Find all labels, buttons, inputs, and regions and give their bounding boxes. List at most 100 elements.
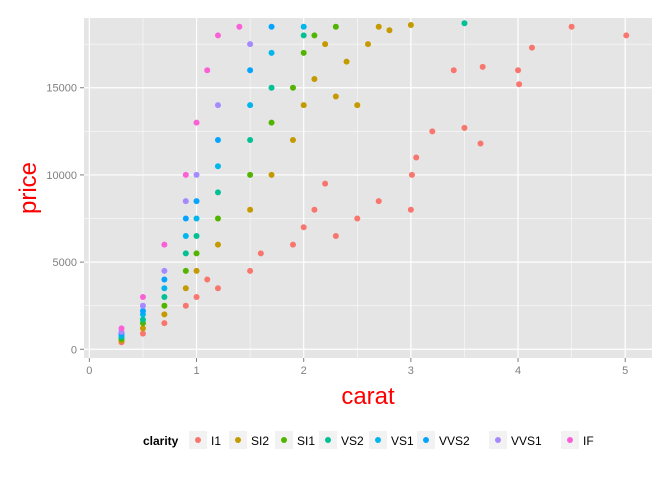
data-point-i1 (354, 215, 361, 222)
data-point-i1 (479, 63, 486, 70)
legend-label-si1: SI1 (297, 434, 315, 448)
data-point-vs2 (268, 84, 275, 91)
data-point-vs1 (268, 49, 275, 56)
data-point-si1 (161, 302, 168, 309)
data-point-si2 (407, 21, 414, 28)
data-point-i1 (247, 267, 254, 274)
legend-swatch-si2 (235, 437, 241, 443)
data-point-i1 (161, 320, 168, 327)
data-point-if (118, 325, 125, 332)
x-tick-label: 4 (515, 365, 521, 377)
data-point-si1 (247, 171, 254, 178)
data-point-si1 (311, 32, 318, 39)
legend: clarity I1 SI2 SI1 VS2 VS1 VVS2 VVS1 IF (143, 431, 594, 449)
data-point-si2 (161, 311, 168, 318)
legend-title: clarity (143, 434, 179, 448)
data-point-i1 (515, 67, 522, 74)
data-point-vvs2 (193, 198, 200, 205)
data-point-si1 (332, 23, 339, 30)
legend-swatch-si1 (281, 437, 287, 443)
data-point-i1 (300, 224, 307, 231)
data-point-vvs1 (139, 302, 146, 309)
data-point-vs2 (461, 20, 468, 27)
x-tick-label: 3 (408, 365, 414, 377)
data-point-si2 (332, 93, 339, 100)
data-point-vvs1 (182, 198, 189, 205)
data-point-vs1 (247, 102, 254, 109)
data-point-si2 (343, 58, 350, 65)
data-point-vs1 (214, 163, 221, 170)
data-point-i1 (407, 206, 414, 213)
x-tick-label: 1 (193, 365, 199, 377)
legend-label-vvs2: VVS2 (439, 434, 470, 448)
legend-label-vs2: VS2 (341, 434, 364, 448)
x-tick-label: 5 (622, 365, 628, 377)
data-point-if (139, 293, 146, 300)
data-point-i1 (311, 206, 318, 213)
data-point-si2 (139, 325, 146, 332)
data-point-si2 (354, 102, 361, 109)
y-tick-label: 5000 (53, 257, 77, 269)
data-point-i1 (182, 302, 189, 309)
legend-swatch-vvs1 (495, 437, 501, 443)
legend-swatch-vvs2 (423, 437, 429, 443)
data-point-si2 (193, 267, 200, 274)
data-point-i1 (623, 32, 630, 39)
data-point-si2 (386, 27, 393, 34)
data-point-i1 (332, 232, 339, 239)
data-point-if (193, 119, 200, 126)
data-point-vvs1 (247, 41, 254, 48)
data-point-i1 (429, 128, 436, 135)
data-point-si2 (182, 285, 189, 292)
data-point-vs1 (193, 215, 200, 222)
data-point-si2 (289, 137, 296, 144)
data-point-vvs1 (193, 171, 200, 178)
data-point-si1 (182, 267, 189, 274)
data-point-i1 (408, 171, 415, 178)
data-point-si2 (311, 76, 318, 83)
y-tick-label: 10000 (46, 170, 77, 182)
data-point-si2 (375, 23, 382, 30)
data-point-vs1 (182, 232, 189, 239)
legend-label-vvs1: VVS1 (511, 434, 542, 448)
data-point-vvs2 (161, 276, 168, 283)
data-point-i1 (450, 67, 457, 74)
data-point-vs2 (161, 293, 168, 300)
data-point-si1 (268, 119, 275, 126)
data-point-si1 (214, 215, 221, 222)
legend-label-if: IF (583, 434, 594, 448)
data-point-si2 (322, 41, 329, 48)
grid-lines (84, 18, 652, 358)
data-point-if (236, 23, 243, 30)
data-point-i1 (204, 276, 211, 283)
data-point-i1 (477, 140, 484, 147)
data-point-si1 (289, 84, 296, 91)
data-point-vs2 (214, 189, 221, 196)
data-point-vvs2 (139, 307, 146, 314)
legend-label-vs1: VS1 (391, 434, 414, 448)
data-point-i1 (375, 198, 382, 205)
x-tick-label: 0 (86, 365, 92, 377)
data-point-if (161, 241, 168, 248)
data-point-i1 (214, 285, 221, 292)
y-tick-label: 0 (71, 344, 77, 356)
data-point-i1 (289, 241, 296, 248)
data-point-vvs1 (214, 102, 221, 109)
x-axis-title: carat (341, 383, 395, 410)
data-point-vvs2 (247, 67, 254, 74)
data-point-i1 (568, 23, 575, 30)
data-point-si2 (247, 206, 254, 213)
y-axis-title: price (15, 162, 42, 214)
data-point-if (182, 171, 189, 178)
x-axis-ticks: 0 1 2 3 4 5 (86, 358, 628, 377)
legend-swatch-if (567, 437, 573, 443)
data-point-i1 (528, 44, 535, 51)
data-point-vs1 (161, 285, 168, 292)
data-point-si1 (193, 250, 200, 257)
data-point-i1 (461, 124, 468, 131)
data-point-i1 (516, 81, 523, 88)
data-point-i1 (413, 154, 420, 161)
data-point-vs2 (193, 232, 200, 239)
data-point-si2 (214, 241, 221, 248)
data-point-i1 (257, 250, 264, 257)
